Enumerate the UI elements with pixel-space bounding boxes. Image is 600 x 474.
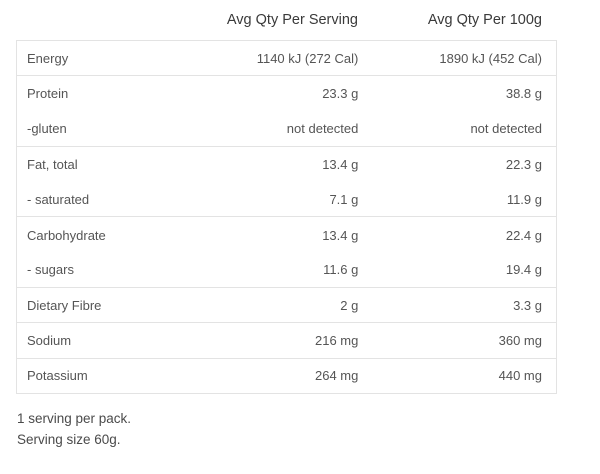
row-per-100g: 1890 kJ (452 Cal) <box>439 50 542 66</box>
row-label: Protein <box>27 86 69 102</box>
servings-per-pack: 1 serving per pack. <box>17 411 132 426</box>
row-per-serving: 23.3 g <box>322 86 359 102</box>
row-per-100g: 360 mg <box>498 333 542 349</box>
nutrition-table: Energy 1140 kJ (272 Cal) 1890 kJ (452 Ca… <box>16 40 557 394</box>
row-per-100g: 22.4 g <box>505 227 542 243</box>
row-per-serving: 2 g <box>340 297 359 313</box>
table-row-sodium: Sodium 216 mg 360 mg <box>17 323 556 359</box>
row-per-100g: 19.4 g <box>505 262 542 278</box>
row-per-serving: 264 mg <box>314 368 359 384</box>
row-per-100g: not detected <box>470 121 542 137</box>
table-row-dietary-fibre: Dietary Fibre 2 g 3.3 g <box>17 288 556 324</box>
serving-notes: 1 serving per pack. Serving size 60g. <box>17 408 131 450</box>
row-per-serving: 11.6 g <box>323 262 359 278</box>
table-row-fat-total: Fat, total 13.4 g 22.3 g <box>17 147 556 182</box>
row-per-serving: 216 mg <box>314 333 359 349</box>
table-row-sugars: - sugars 11.6 g 19.4 g <box>17 253 556 289</box>
table-row-gluten: -gluten not detected not detected <box>17 112 556 147</box>
row-label: - saturated <box>27 191 90 207</box>
row-label: - sugars <box>27 262 74 278</box>
table-row-potassium: Potassium 264 mg 440 mg <box>17 359 556 394</box>
row-label: Energy <box>27 50 69 66</box>
row-label: Fat, total <box>27 157 78 173</box>
header-per-100g: Avg Qty Per 100g <box>427 12 542 28</box>
row-per-100g: 440 mg <box>498 368 542 384</box>
header-per-serving: Avg Qty Per Serving <box>226 12 358 28</box>
table-row-protein: Protein 23.3 g 38.8 g <box>17 76 556 111</box>
table-row-carbohydrate: Carbohydrate 13.4 g 22.4 g <box>17 217 556 252</box>
serving-size: Serving size 60g. <box>17 432 121 447</box>
row-per-serving: 1140 kJ (272 Cal) <box>256 50 359 66</box>
row-per-100g: 11.9 g <box>506 191 542 207</box>
row-per-serving: 13.4 g <box>322 227 359 243</box>
row-label: Sodium <box>27 333 72 349</box>
row-per-serving: not detected <box>286 121 359 137</box>
table-header: Avg Qty Per Serving Avg Qty Per 100g <box>16 0 557 40</box>
row-label: Dietary Fibre <box>27 297 102 313</box>
row-label: -gluten <box>27 121 67 137</box>
row-label: Carbohydrate <box>27 227 106 243</box>
row-per-100g: 22.3 g <box>505 157 542 173</box>
table-row-saturated: - saturated 7.1 g 11.9 g <box>17 182 556 218</box>
row-per-100g: 3.3 g <box>513 297 542 313</box>
row-label: Potassium <box>27 368 88 384</box>
table-row-energy: Energy 1140 kJ (272 Cal) 1890 kJ (452 Ca… <box>17 41 556 77</box>
nutrition-panel: Avg Qty Per Serving Avg Qty Per 100g Ene… <box>16 0 557 394</box>
row-per-serving: 13.4 g <box>322 157 359 173</box>
row-per-100g: 38.8 g <box>505 86 542 102</box>
row-per-serving: 7.1 g <box>329 191 359 207</box>
